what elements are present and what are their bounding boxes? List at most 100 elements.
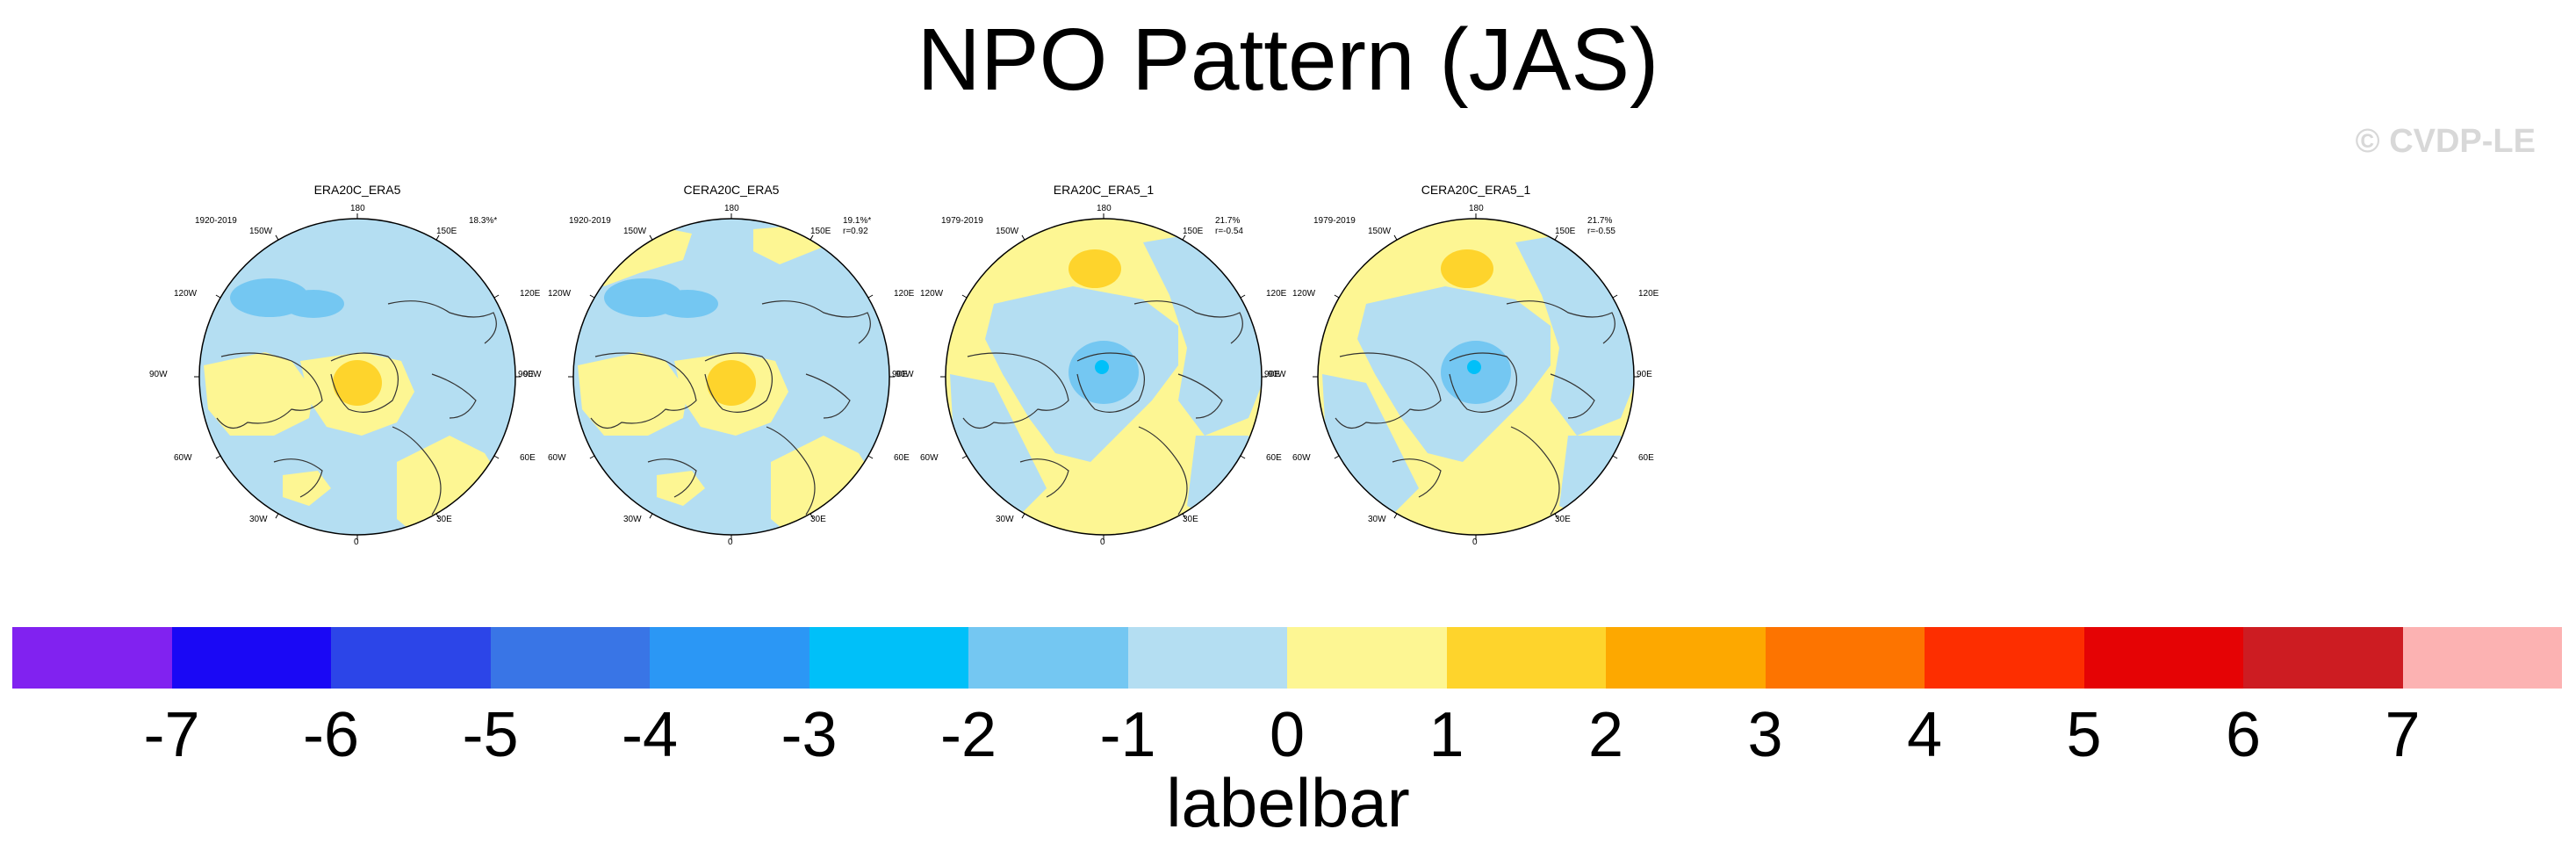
coastline (216, 352, 323, 429)
lon-tick (809, 513, 814, 519)
coastline (1019, 458, 1069, 498)
colorbar-tick-label: -6 (302, 700, 360, 770)
colorbar-swatch (2402, 627, 2562, 689)
lon-label: 90W (149, 370, 168, 379)
lon-label: 120W (1292, 289, 1316, 299)
coastline (1550, 373, 1595, 419)
lon-label: 120W (548, 289, 572, 299)
colorbar-tick-label: 5 (2066, 700, 2102, 770)
positive-anomaly-core (333, 360, 382, 406)
lon-label: 30E (436, 515, 452, 524)
polar-map (940, 213, 1267, 540)
colorbar-swatch (650, 627, 809, 689)
period-label: 1920-2019 (195, 216, 237, 226)
colorbar-tick-label: -1 (1099, 700, 1156, 770)
lon-tick (275, 513, 279, 519)
polar-map (1313, 213, 1639, 540)
coastline (1076, 352, 1145, 413)
lon-tick (275, 234, 279, 241)
lon-label: 60W (1292, 453, 1311, 463)
lon-label: 90E (1637, 370, 1652, 379)
lon-tick (1554, 513, 1558, 519)
colorbar-swatch (12, 627, 172, 689)
lon-label: 120E (894, 289, 915, 299)
lon-tick (1240, 294, 1246, 299)
lon-label: 30E (1555, 515, 1571, 524)
lon-label: 120W (920, 289, 944, 299)
lon-label: 180 (350, 204, 365, 213)
lon-label: 180 (1469, 204, 1484, 213)
colorbar (12, 627, 2562, 689)
colorbar-tick-label: -5 (462, 700, 519, 770)
lon-tick (1334, 455, 1340, 459)
panel-title: CERA20C_ERA5 (683, 183, 780, 197)
colorbar-swatch (1925, 627, 2084, 689)
colorbar-swatch (1127, 627, 1287, 689)
positive-anomaly (204, 352, 313, 436)
colorbar-tick-label: -7 (143, 700, 200, 770)
lon-label: 150E (810, 227, 831, 236)
coastline (647, 458, 697, 498)
lon-tick (867, 455, 874, 459)
lon-tick (1612, 294, 1618, 299)
figure-title: NPO Pattern (JAS) (917, 11, 1659, 109)
positive-anomaly-core (1441, 249, 1493, 288)
lon-tick (1334, 294, 1340, 299)
positive-anomaly (578, 352, 687, 436)
lon-label: 180 (724, 204, 739, 213)
map-panel: CERA20C_ERA5 1920-2019 19.1%* r=0.92 180 150W… (523, 172, 920, 559)
lon-label: 150W (996, 227, 1019, 236)
coastline (431, 373, 477, 419)
colorbar-swatch (809, 627, 968, 689)
lon-tick (1554, 234, 1558, 241)
coastline (1449, 352, 1517, 413)
lon-label: 60E (1266, 453, 1282, 463)
coastline (392, 426, 442, 516)
lon-label: 120W (174, 289, 198, 299)
colorbar-tick-label: 1 (1428, 700, 1464, 770)
coastline (761, 300, 871, 344)
map-panel: CERA20C_ERA5_1 1979-2019 21.7% r=-0.55 180 15… (1268, 172, 1665, 559)
variance-label: 21.7% (1587, 216, 1613, 226)
lon-label: 90E (518, 370, 534, 379)
lon-label: 150W (623, 227, 647, 236)
lon-tick (1021, 234, 1025, 241)
coastline (1177, 373, 1223, 419)
lon-tick (215, 455, 221, 459)
coastline (387, 300, 497, 344)
lon-label: 0 (728, 537, 733, 547)
polar-map (194, 213, 521, 540)
lon-label: 150E (436, 227, 457, 236)
colorbar-swatch (2243, 627, 2403, 689)
colorbar-swatch (968, 627, 1128, 689)
colorbar-tick-label: -3 (781, 700, 838, 770)
colorbar-tick-label: 6 (2225, 700, 2262, 770)
colorbar-swatch (2083, 627, 2243, 689)
lon-label: 90W (523, 370, 542, 379)
lon-label: 150W (1368, 227, 1392, 236)
panel-title: ERA20C_ERA5_1 (1053, 183, 1155, 197)
positive-anomaly-core (707, 360, 756, 406)
lon-tick (809, 234, 814, 241)
lon-label: 90W (1268, 370, 1286, 379)
variance-label: 19.1%* (843, 216, 872, 226)
lon-tick (493, 455, 500, 459)
lon-label: 30W (996, 515, 1014, 524)
coastline (1392, 458, 1442, 498)
lon-label: 120E (1638, 289, 1659, 299)
lon-label: 90W (896, 370, 914, 379)
lon-label: 150E (1555, 227, 1576, 236)
lon-tick (215, 294, 221, 299)
map-panel: ERA20C_ERA5_1 1979-2019 21.7% r=-0.54 180 150… (896, 172, 1292, 559)
lon-label: 0 (354, 537, 359, 547)
coastline (590, 352, 697, 429)
lon-tick (1393, 234, 1398, 241)
lon-tick (1182, 234, 1186, 241)
colorbar-tick-label: -2 (939, 700, 997, 770)
variance-label: 18.3%* (469, 216, 498, 226)
lon-label: 180 (1097, 204, 1112, 213)
lon-label: 30W (249, 515, 268, 524)
negative-anomaly-core (1467, 360, 1481, 374)
coastline (273, 458, 323, 498)
colorbar-swatch (1765, 627, 1925, 689)
